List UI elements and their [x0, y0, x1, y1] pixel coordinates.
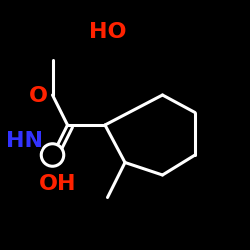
Text: HN: HN — [6, 131, 44, 151]
Text: O: O — [29, 86, 48, 106]
Text: OH: OH — [39, 174, 76, 194]
Circle shape — [29, 86, 49, 106]
Text: HO: HO — [89, 22, 126, 42]
Circle shape — [95, 10, 120, 35]
Circle shape — [41, 144, 64, 166]
Circle shape — [8, 124, 42, 159]
Circle shape — [42, 169, 72, 199]
